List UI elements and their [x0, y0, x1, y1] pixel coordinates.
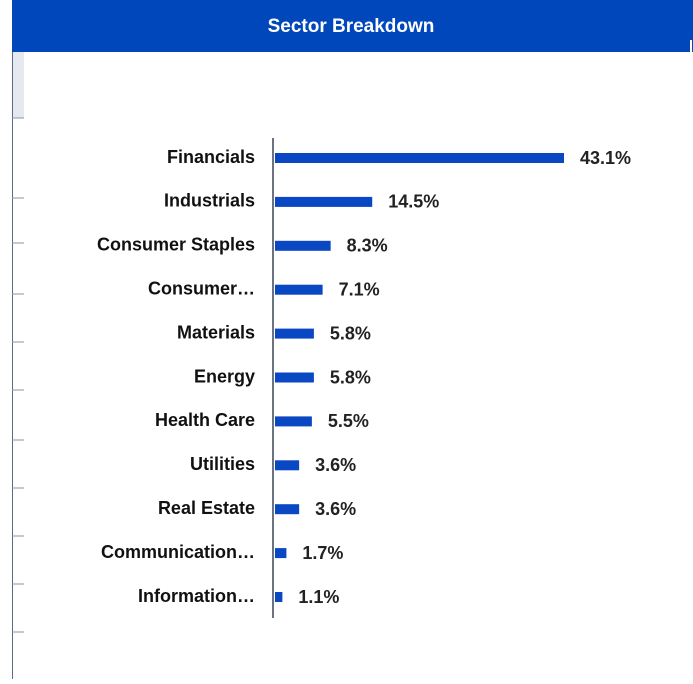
- category-label: Real Estate: [158, 498, 255, 518]
- side-panel: [12, 52, 24, 118]
- value-label: 43.1%: [580, 148, 631, 168]
- value-label: 1.1%: [298, 587, 339, 607]
- bar: [275, 372, 314, 383]
- category-label: Utilities: [190, 454, 255, 474]
- category-label: Energy: [194, 366, 255, 386]
- value-label: 5.8%: [330, 367, 371, 387]
- side-ticks: [12, 117, 24, 633]
- value-label: 14.5%: [388, 192, 439, 212]
- category-label: Financials: [167, 147, 255, 167]
- bar: [275, 548, 287, 559]
- chart-title: Sector Breakdown: [268, 16, 435, 37]
- category-label: Information…: [138, 586, 255, 606]
- bar: [275, 153, 564, 163]
- category-label: Communication…: [101, 542, 255, 562]
- header-bar: [12, 0, 693, 52]
- category-label: Consumer…: [148, 278, 255, 298]
- value-label: 5.5%: [328, 411, 369, 431]
- value-label: 3.6%: [315, 499, 356, 519]
- value-label: 3.6%: [315, 455, 356, 475]
- category-label: Industrials: [164, 191, 255, 211]
- bar: [275, 240, 331, 251]
- bar: [275, 196, 373, 207]
- category-label: Consumer Staples: [97, 235, 255, 255]
- bar: [275, 284, 323, 295]
- value-label: 8.3%: [347, 236, 388, 256]
- bar: [275, 416, 312, 427]
- bar: [275, 328, 314, 339]
- value-label: 7.1%: [339, 279, 380, 299]
- category-label: Health Care: [155, 410, 255, 430]
- value-label: 1.7%: [302, 543, 343, 563]
- bar: [275, 592, 283, 602]
- value-label: 5.8%: [330, 323, 371, 343]
- bar: [275, 504, 300, 515]
- bar: [275, 460, 300, 471]
- category-label: Materials: [177, 322, 255, 342]
